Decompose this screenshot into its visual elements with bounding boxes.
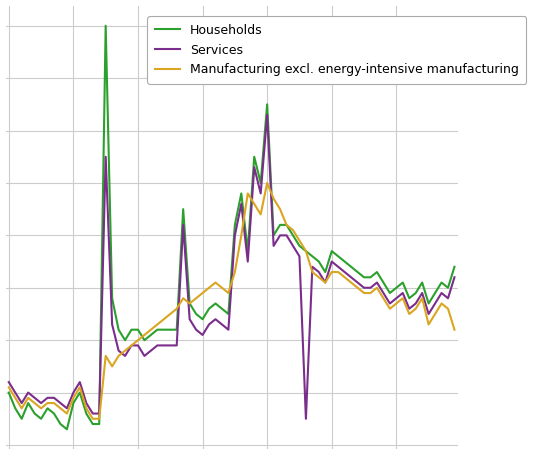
Households	[102, 23, 109, 29]
Legend: Households, Services, Manufacturing excl. energy-intensive manufacturing: Households, Services, Manufacturing excl…	[147, 16, 526, 84]
Manufacturing excl. energy-intensive manufacturing	[264, 180, 271, 186]
Manufacturing excl. energy-intensive manufacturing	[116, 353, 122, 359]
Services	[64, 405, 70, 411]
Manufacturing excl. energy-intensive manufacturing	[399, 295, 406, 301]
Households	[70, 400, 76, 406]
Line: Manufacturing excl. energy-intensive manufacturing: Manufacturing excl. energy-intensive man…	[9, 183, 454, 419]
Manufacturing excl. energy-intensive manufacturing	[64, 411, 70, 416]
Manufacturing excl. energy-intensive manufacturing	[90, 416, 96, 421]
Manufacturing excl. energy-intensive manufacturing	[6, 384, 12, 390]
Manufacturing excl. energy-intensive manufacturing	[199, 290, 206, 296]
Services	[193, 327, 200, 333]
Services	[251, 165, 257, 170]
Line: Services: Services	[9, 115, 454, 419]
Manufacturing excl. energy-intensive manufacturing	[147, 327, 154, 333]
Services	[6, 379, 12, 385]
Households	[154, 327, 161, 333]
Manufacturing excl. energy-intensive manufacturing	[257, 212, 264, 217]
Households	[264, 101, 271, 107]
Line: Households: Households	[9, 26, 454, 429]
Services	[264, 112, 271, 117]
Manufacturing excl. energy-intensive manufacturing	[451, 327, 458, 333]
Services	[109, 322, 116, 327]
Households	[122, 338, 128, 343]
Households	[64, 426, 70, 432]
Households	[6, 390, 12, 395]
Households	[399, 280, 406, 285]
Services	[141, 353, 148, 359]
Households	[451, 264, 458, 269]
Services	[451, 274, 458, 280]
Households	[206, 306, 212, 312]
Services	[302, 416, 309, 421]
Services	[399, 290, 406, 296]
